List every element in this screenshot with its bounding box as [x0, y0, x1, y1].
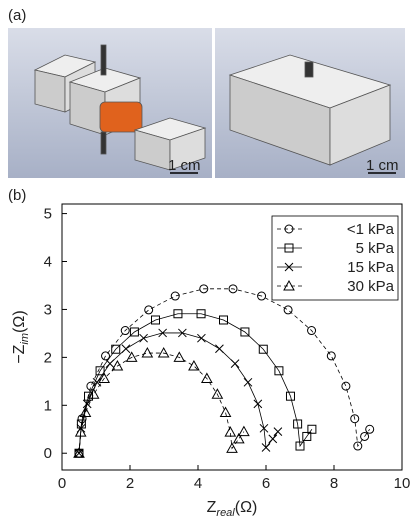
x-axis-label-main: Z [207, 499, 217, 516]
x-tick-label: 0 [58, 475, 66, 492]
y-axis-label-main: −Z [11, 344, 28, 363]
marker [145, 306, 153, 314]
x-tick-label: 4 [194, 475, 202, 492]
scale-bar-label: 1 cm [366, 157, 399, 174]
x-axis-label-unit: (Ω) [235, 499, 258, 516]
y-axis-label-unit: (Ω) [11, 310, 28, 333]
marker [269, 435, 277, 443]
x-tick-label: 8 [330, 475, 338, 492]
marker [244, 378, 252, 386]
y-axis-label: −Zim(Ω) [11, 310, 31, 363]
panel-label: (a) [8, 7, 26, 24]
marker [215, 345, 223, 353]
scale-bar-label: 1 cm [168, 157, 201, 174]
marker [342, 382, 350, 390]
figure: (a) 1 cm 1 cm (b) 0246810012345Zreal(Ω)−… [0, 0, 411, 519]
marker [174, 352, 184, 361]
x-tick-label: 2 [126, 475, 134, 492]
legend-label: 5 kPa [356, 240, 395, 257]
y-tick-label: 0 [44, 445, 52, 462]
marker [254, 400, 262, 408]
marker [171, 292, 179, 300]
x-axis-label: Zreal(Ω) [207, 499, 258, 519]
marker [122, 345, 130, 353]
marker [327, 352, 335, 360]
x-axis-label-sub: real [216, 507, 235, 519]
marker [127, 352, 137, 361]
y-tick-label: 2 [44, 349, 52, 366]
y-axis-label-sub: im [19, 333, 31, 345]
series-line [79, 289, 370, 453]
marker [140, 334, 148, 342]
legend-label: 15 kPa [347, 259, 394, 276]
marker [231, 360, 239, 368]
y-tick-label: 1 [44, 397, 52, 414]
page: (a) 1 cm 1 cm (b) 0246810012345Zreal(Ω)−… [0, 0, 411, 524]
marker [239, 427, 249, 436]
y-tick-label: 5 [44, 206, 52, 223]
marker [106, 360, 114, 368]
marker [142, 348, 152, 357]
legend-label: <1 kPa [347, 221, 395, 238]
legend-label: 30 kPa [347, 278, 394, 295]
x-tick-label: 6 [262, 475, 270, 492]
marker [284, 306, 292, 314]
marker [197, 334, 205, 342]
x-tick-label: 10 [394, 475, 411, 492]
marker [189, 361, 199, 370]
y-tick-label: 4 [44, 254, 52, 271]
marker [221, 407, 231, 416]
marker [159, 348, 169, 357]
panel-label: (b) [8, 187, 26, 204]
marker [112, 361, 122, 370]
y-tick-label: 3 [44, 301, 52, 318]
marker [274, 428, 282, 436]
